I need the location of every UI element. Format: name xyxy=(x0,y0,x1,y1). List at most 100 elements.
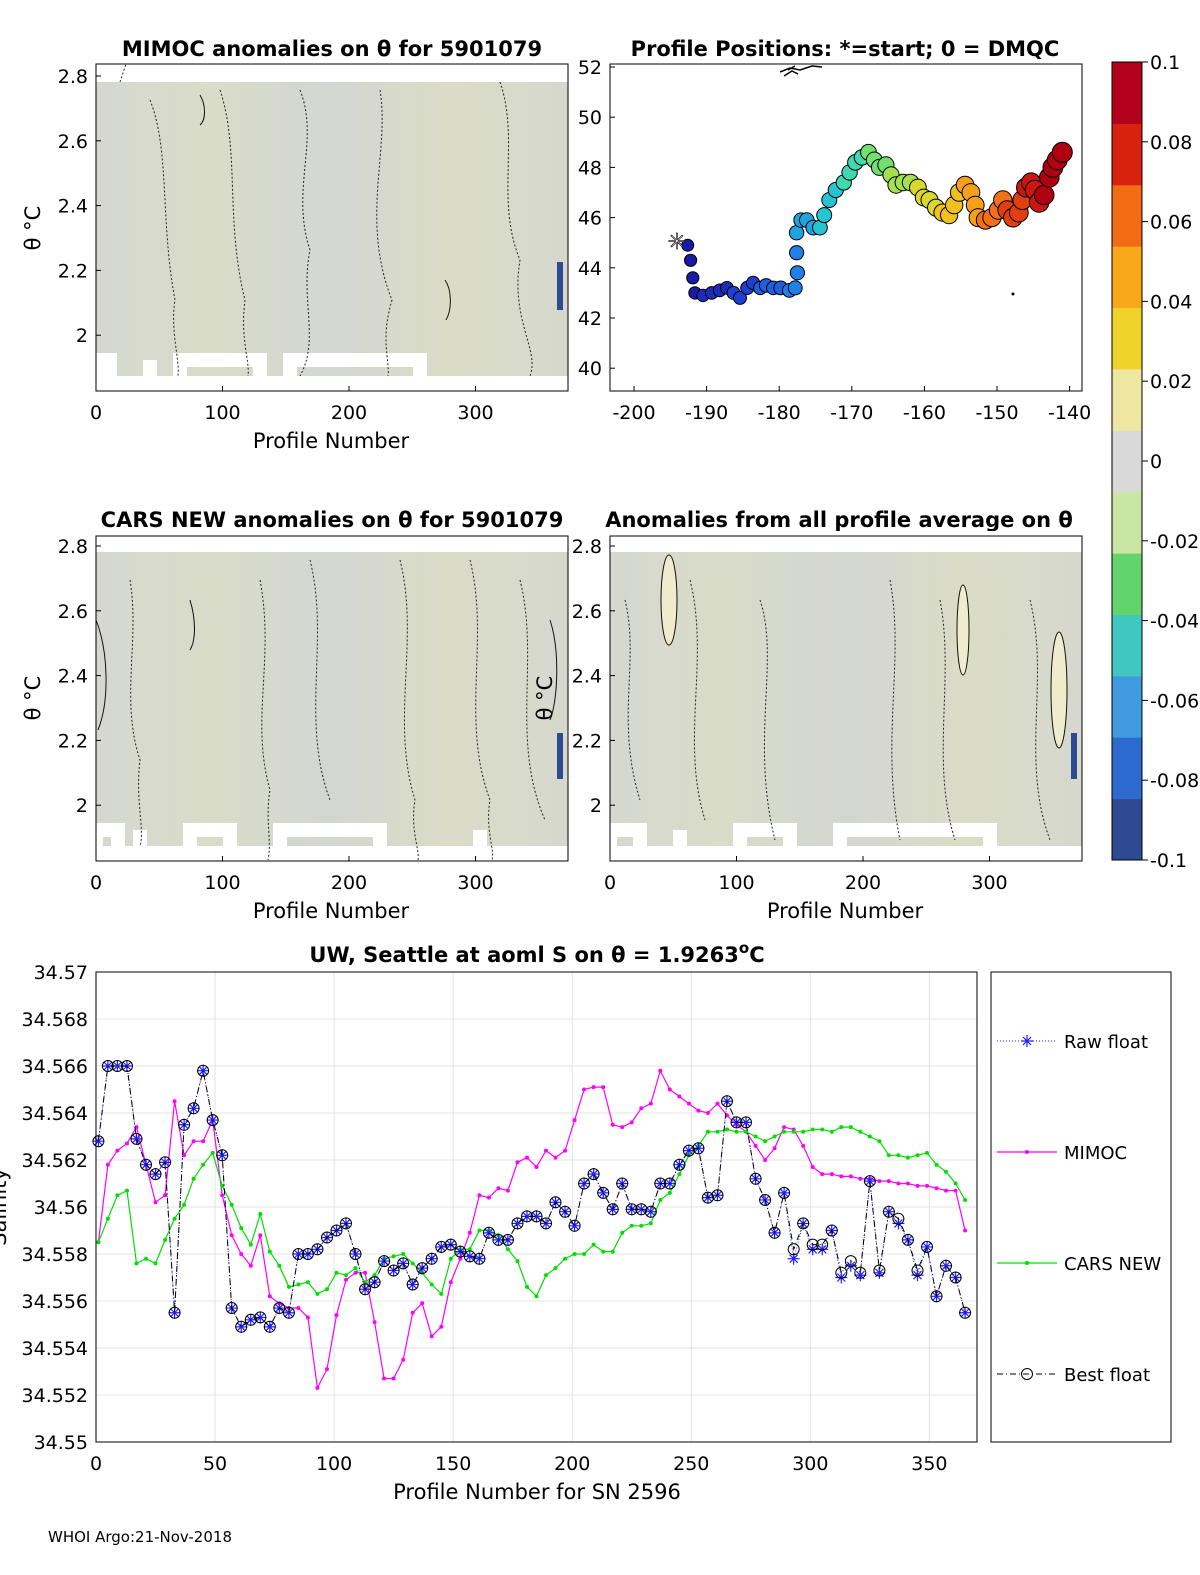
colorbar-tick-label: -0.04 xyxy=(1150,611,1199,633)
cars-point xyxy=(877,1139,882,1144)
mimoc-point xyxy=(401,1357,406,1362)
cars-point xyxy=(829,1129,834,1134)
mimoc-point xyxy=(963,1228,968,1233)
cars-point xyxy=(839,1125,844,1130)
mimoc-point xyxy=(572,1118,577,1123)
raw-point xyxy=(282,1306,295,1319)
y-tick-label: 2.8 xyxy=(58,536,88,558)
best-point xyxy=(740,1116,752,1129)
best-point xyxy=(625,1203,638,1216)
cars-point xyxy=(610,1249,615,1254)
mimoc-point xyxy=(610,1122,615,1127)
mimoc-point xyxy=(315,1385,320,1390)
mimoc-point xyxy=(267,1294,272,1299)
cars-point xyxy=(410,1261,415,1266)
best-point xyxy=(187,1102,200,1115)
mimoc-point xyxy=(953,1188,958,1193)
x-tick-label: -200 xyxy=(612,402,655,424)
mimoc-point xyxy=(496,1186,501,1191)
mimoc-point xyxy=(163,1193,168,1198)
best-point xyxy=(616,1177,629,1190)
positions-start-marker: ✳ xyxy=(668,230,686,255)
mimoc-point xyxy=(105,1162,110,1167)
cars-point xyxy=(629,1223,634,1228)
best-point xyxy=(930,1290,943,1303)
cars-point xyxy=(372,1273,377,1278)
cars-point xyxy=(248,1242,253,1247)
best-point xyxy=(482,1226,495,1239)
mimoc-point xyxy=(486,1195,491,1200)
y-tick-label: 2.8 xyxy=(58,66,88,88)
mimoc-anomaly-field xyxy=(96,82,568,376)
cars-point xyxy=(477,1228,482,1233)
cars-point xyxy=(801,1129,806,1134)
legend-marker xyxy=(1021,1035,1033,1047)
chart-y-ticks: 34.57 34.568 34.566 34.564 34.562 34.56 34.558… xyxy=(22,962,88,1454)
mimoc-ylabel: θ °C xyxy=(21,206,45,251)
cars-x-ticks: 0 100 200 300 xyxy=(90,856,494,894)
best-point xyxy=(140,1158,152,1171)
chart-title-degree: o xyxy=(739,939,749,957)
best-point xyxy=(425,1252,438,1265)
mimoc-point xyxy=(534,1165,539,1169)
cars-point xyxy=(820,1127,825,1132)
best-point xyxy=(340,1217,352,1230)
cars-point xyxy=(448,1256,453,1261)
cars-axes-box xyxy=(95,535,569,862)
best-line xyxy=(97,1065,966,1328)
mimoc-point xyxy=(639,1106,644,1111)
cars-point xyxy=(639,1223,644,1228)
best-point xyxy=(797,1217,810,1230)
y-tick-label: 2 xyxy=(590,795,602,817)
x-tick-label: 100 xyxy=(718,872,754,894)
raw-point xyxy=(892,1217,905,1230)
mimoc-point xyxy=(525,1155,529,1160)
cars-point xyxy=(934,1162,939,1167)
raw-point xyxy=(568,1219,581,1232)
cars-point xyxy=(239,1226,244,1231)
x-tick-label: 100 xyxy=(204,872,240,894)
best-point xyxy=(768,1226,781,1239)
mimoc-point xyxy=(772,1146,777,1151)
avg-x-ticks: 0 100 200 300 xyxy=(604,856,1008,894)
y-tick-label: 34.56 xyxy=(34,1197,88,1219)
best-point xyxy=(959,1306,972,1319)
raw-point xyxy=(597,1186,610,1199)
avg-ylabel: θ °C xyxy=(533,676,557,721)
colorbar-tick-label: -0.08 xyxy=(1150,770,1199,792)
best-point xyxy=(359,1283,372,1296)
y-tick-label: 2.2 xyxy=(58,260,88,282)
best-point xyxy=(654,1177,667,1190)
mimoc-point xyxy=(620,1125,625,1130)
best-point xyxy=(644,1205,657,1218)
mimoc-point xyxy=(563,1148,568,1153)
mimoc-point xyxy=(677,1094,682,1099)
y-tick-label: 34.558 xyxy=(22,1244,88,1266)
legend-entry: Raw float xyxy=(997,1032,1148,1053)
footer-text: WHOI Argo:21-Nov-2018 xyxy=(48,1528,232,1546)
best-point xyxy=(121,1060,133,1072)
cars-title: CARS NEW anomalies on θ for 5901079 xyxy=(101,508,564,532)
colorbar-band xyxy=(1112,553,1142,615)
best-point xyxy=(263,1320,276,1333)
raw-point xyxy=(130,1132,143,1145)
raw-point xyxy=(959,1306,972,1319)
panel-mimoc: MIMOC anomalies on θ for 5901079 2.82.62… xyxy=(21,37,569,453)
best-point xyxy=(463,1250,476,1263)
x-tick-label: 300 xyxy=(457,402,493,424)
x-tick-label: 0 xyxy=(604,872,616,894)
raw-point xyxy=(254,1311,267,1324)
raw-point xyxy=(473,1252,486,1265)
best-point xyxy=(635,1203,648,1216)
chart-legend: Raw float MIMOC CARS NEW Best float xyxy=(990,971,1172,1443)
cars-point xyxy=(582,1252,587,1256)
colorbar-tick-label: 0.02 xyxy=(1150,371,1192,393)
best-point xyxy=(949,1271,962,1284)
best-point xyxy=(892,1212,905,1225)
colorbar-tick-label: 0 xyxy=(1150,451,1162,473)
chart-grid xyxy=(95,971,977,1443)
cars-point xyxy=(572,1252,577,1256)
best-point xyxy=(387,1264,400,1277)
x-tick-label: 300 xyxy=(792,1453,828,1475)
cars-point xyxy=(963,1198,968,1202)
